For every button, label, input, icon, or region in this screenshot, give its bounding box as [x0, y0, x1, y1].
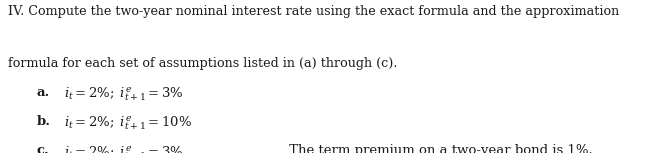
Text: formula for each set of assumptions listed in (a) through (c).: formula for each set of assumptions list… [8, 57, 397, 70]
Text: b.: b. [37, 115, 51, 128]
Text: The term premium on a two-year bond is 1%.: The term premium on a two-year bond is 1… [285, 144, 593, 153]
Text: IV. Compute the two-year nominal interest rate using the exact formula and the a: IV. Compute the two-year nominal interes… [8, 5, 619, 18]
Text: $i_t = 2\%;\; i^e_{t+1} = 10\%$: $i_t = 2\%;\; i^e_{t+1} = 10\%$ [64, 115, 192, 132]
Text: c.: c. [37, 144, 50, 153]
Text: a.: a. [37, 86, 50, 99]
Text: $i_t = 2\%;\; i^e_{t+1} = 3\%$: $i_t = 2\%;\; i^e_{t+1} = 3\%$ [64, 86, 184, 103]
Text: $i_t = 2\%;\; i^e_{t+1} = 3\%$.: $i_t = 2\%;\; i^e_{t+1} = 3\%$. [64, 144, 187, 153]
